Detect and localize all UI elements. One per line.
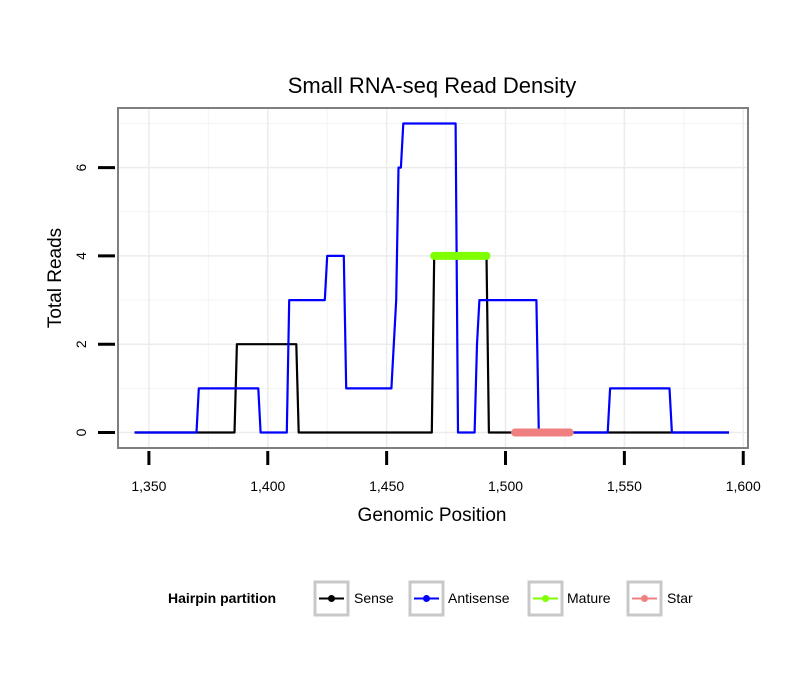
legend-label-sense: Sense <box>354 590 394 606</box>
legend: Hairpin partition Sense Antisense Mature St… <box>168 580 693 617</box>
x-axis-label: Genomic Position <box>358 505 507 526</box>
chart-title: Small RNA-seq Read Density <box>288 73 577 98</box>
x-tick-label: 1,350 <box>131 478 166 494</box>
x-tick-label: 1,600 <box>726 478 761 494</box>
legend-entry-sense: Sense <box>313 580 394 617</box>
y-axis-label: Total Reads <box>45 228 66 328</box>
legend-key-point <box>542 595 549 602</box>
legend-key-point <box>328 595 335 602</box>
axis-ticks: 1,350 1,400 1,450 1,500 1,550 1,600 0 2 4 6 <box>73 164 761 494</box>
legend-label-antisense: Antisense <box>448 590 510 606</box>
x-tick-label: 1,550 <box>607 478 642 494</box>
legend-entry-mature: Mature <box>527 580 611 617</box>
y-tick-label: 6 <box>73 164 89 172</box>
y-tick-label: 0 <box>73 428 89 436</box>
legend-entry-star: Star <box>626 580 693 617</box>
x-tick-label: 1,500 <box>488 478 523 494</box>
legend-title: Hairpin partition <box>168 590 276 606</box>
legend-label-mature: Mature <box>567 590 611 606</box>
series-sense-line <box>134 254 729 434</box>
legend-key-point <box>423 595 430 602</box>
x-tick-label: 1,400 <box>250 478 285 494</box>
x-tick-label: 1,450 <box>369 478 404 494</box>
y-tick-label: 2 <box>73 340 89 348</box>
series-layer <box>134 122 729 437</box>
y-tick-label: 4 <box>73 252 89 260</box>
legend-key-point <box>641 595 648 602</box>
legend-entry-antisense: Antisense <box>408 580 510 617</box>
legend-label-star: Star <box>667 590 693 606</box>
